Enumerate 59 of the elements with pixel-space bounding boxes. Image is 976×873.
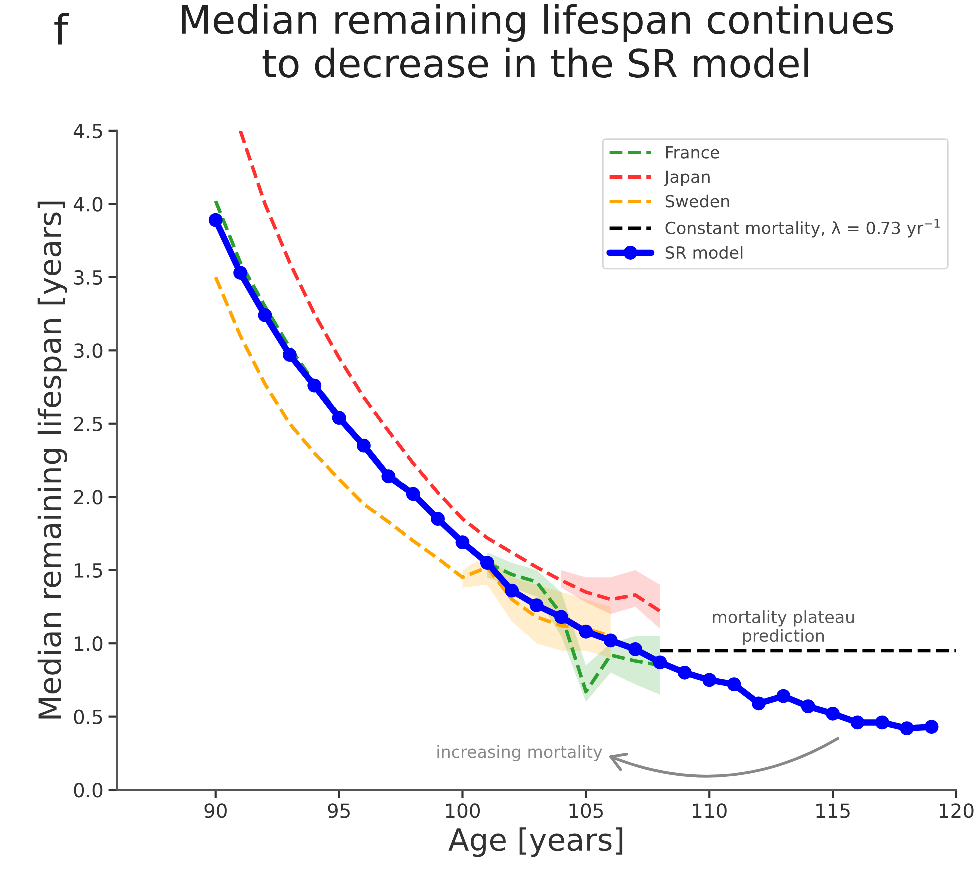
y-tick-label: 1.5 xyxy=(75,564,102,578)
x-tick-label: 105 xyxy=(570,804,604,818)
point xyxy=(456,536,470,550)
point xyxy=(826,706,840,721)
point xyxy=(924,720,939,734)
y-tick-label: 1.0 xyxy=(75,636,103,652)
legend-label: Sweden xyxy=(666,194,730,208)
point xyxy=(382,470,396,484)
legend-label: France xyxy=(666,146,720,159)
point xyxy=(406,487,420,502)
y-tick-label: 4.0 xyxy=(74,197,103,212)
point xyxy=(332,411,346,425)
point xyxy=(776,689,791,704)
y-axis-title: Median remaining lifespan [years] xyxy=(38,202,68,719)
y-tick-label: 4.5 xyxy=(74,124,102,139)
y-tick-label: 0.5 xyxy=(74,710,102,724)
point xyxy=(258,308,272,322)
point xyxy=(505,584,520,598)
point xyxy=(308,378,322,393)
point xyxy=(875,716,890,730)
x-tick-label: 120 xyxy=(940,804,974,818)
point xyxy=(208,213,223,228)
point xyxy=(752,696,766,711)
x-tick-label: 115 xyxy=(816,804,850,818)
point xyxy=(727,678,742,692)
y-tick-label: 2.5 xyxy=(74,416,102,432)
point xyxy=(900,722,914,736)
point xyxy=(628,642,642,656)
point xyxy=(357,438,371,453)
y-tick-label: 0.0 xyxy=(74,783,103,798)
legend-label: Japan xyxy=(664,170,710,187)
y-tick-label: 3.0 xyxy=(74,344,103,358)
point xyxy=(702,673,717,688)
point xyxy=(530,598,544,612)
line-series xyxy=(238,130,662,614)
point xyxy=(604,634,618,648)
y-tick-label: 3.5 xyxy=(74,270,102,286)
text: f xyxy=(54,13,70,45)
x-axis-title: Age [years] xyxy=(448,828,623,858)
point xyxy=(431,512,445,526)
point xyxy=(678,666,692,680)
y-tick-label: 2.0 xyxy=(74,490,103,505)
legend-label: SR model xyxy=(666,246,743,260)
legend-label: Constant mortality, λ = 0.73 yr$^{−1}$ xyxy=(666,219,940,238)
point xyxy=(801,700,816,714)
x-tick-label: 90 xyxy=(204,804,227,818)
annotation: mortality plateau prediction xyxy=(713,610,854,646)
point xyxy=(282,348,297,362)
point xyxy=(480,556,494,570)
x-tick-label: 95 xyxy=(328,804,350,818)
annotation: increasing mortality xyxy=(438,745,602,762)
x-tick-label: 100 xyxy=(446,804,480,818)
chart-title: Median remaining lifespan continues to decrease in the SR model xyxy=(182,4,894,78)
point xyxy=(554,610,568,624)
x-tick-label: 110 xyxy=(693,804,727,818)
point xyxy=(653,656,668,670)
point xyxy=(850,716,865,730)
point xyxy=(579,624,594,639)
point xyxy=(234,266,248,280)
